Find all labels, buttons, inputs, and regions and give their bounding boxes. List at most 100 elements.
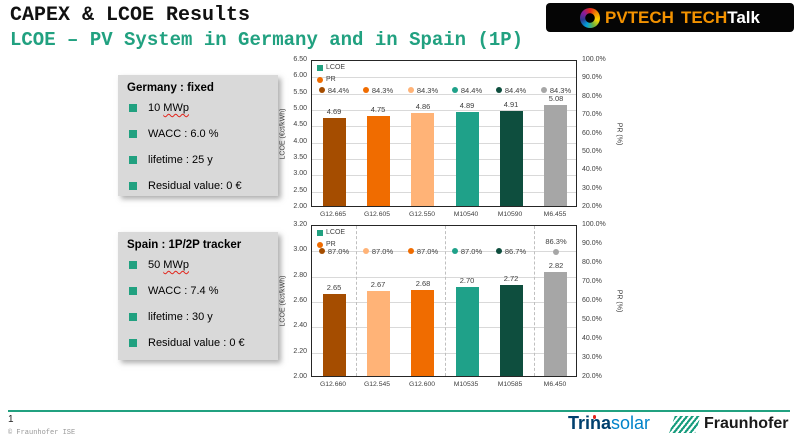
fraunhofer-logo-text: Fraunhofer [704,415,789,432]
chart-2-pr-dot-icon [553,249,559,255]
chart-1-bar-value-label: 4.86 [415,102,431,111]
chart-1-pr-marker: 84.4% [485,85,537,95]
chart-2-y-tick-label: 2.60 [293,297,307,304]
chart-1-pr-marker: 84.4% [308,85,360,95]
germany-bullet-wacc: WACC : 6.0 % [118,121,278,147]
chart-2-bar-G12.545 [367,291,390,376]
chart-2-pr-dot-icon [451,248,458,254]
chart-1-x-label-G12.665: G12.665 [319,211,347,218]
chart-2-y-tick-label: 2.80 [293,272,307,279]
chart-2-pr-dot-icon [407,248,414,254]
chart-1-y-tick-label: 3.00 [293,170,307,177]
chart-1-y-tick-label: 6.50 [293,56,307,63]
chart-2-bar-value-label: 2.68 [415,279,431,288]
lcoe-legend-label: LCOE [326,229,346,236]
chart-2-bar-M6.450 [544,272,567,376]
chart-2-plot-area: 2.65 87.0% 2.67 87.0% 2.68 87.0% 2.70 87.0% 2.72… [311,225,577,377]
chart-2-y2-tick-label: 70.0% [582,278,602,285]
spain-bullet-lifetime: lifetime : 30 y [118,304,278,330]
chart-1-bar-M10540 [456,112,479,206]
bullet-text: Residual value: 0 € [148,180,242,192]
chart-2-bar-value-label: 2.67 [370,280,386,289]
pr-legend-label: PR [326,76,336,83]
chart-2-gridline [312,353,576,354]
chart-1-pr-dot-icon [495,87,502,93]
chart-1-pr-dot-icon [318,87,325,93]
lcoe-legend-square-icon [317,64,323,71]
chart-2-gridline [312,327,576,328]
chart-1-gridline [312,77,576,78]
chart-2-pr-value-label: 86.7% [504,246,527,256]
chart-1-y2-tick-label: 40.0% [582,166,602,173]
chart-1-gridline [312,143,576,144]
chart-1-pr-marker: 84.4% [441,85,493,95]
germany-bullet-residual: Residual value: 0 € [118,173,278,199]
chart-1-x-label-M10590: M10590 [497,211,523,218]
chart-1-y2-axis-title: PR (%) [615,122,623,145]
chart-2-x-label-M10535: M10535 [453,381,479,388]
techtalk-word-tech: TECH [680,7,728,27]
chart-2-bar-value-label: 2.65 [326,283,342,292]
chart-2-pr-value-label: 86.3% [545,237,567,246]
spain-bullet-wacc: WACC : 7.4 % [118,278,278,304]
chart-2-y-tick-label: 2.20 [293,348,307,355]
spain-bullet-residual: Residual value : 0 € [118,330,278,356]
chart-1-y-tick-label: 6.00 [293,72,307,79]
chart-1-bar-G12.605 [367,116,390,206]
chart-1-pr-marker: 84.3% [352,85,404,95]
copyright-text: © Fraunhofer ISE [8,429,76,437]
chart-2-bar-value-label: 2.82 [548,261,564,270]
spain-params-box: Spain : 1P/2P tracker 50 MWp WACC : 7.4 … [118,232,278,360]
chart-1-pr-value-label: 84.4% [327,85,350,95]
chart-2-y2-tick-label: 20.0% [582,373,602,380]
chart-2-y-tick-label: 2.40 [293,322,307,329]
chart-1-y2-tick-label: 50.0% [582,148,602,155]
chart-1-gridline [312,126,576,127]
germany-params-box: Germany : fixed 10 MWp WACC : 6.0 % life… [118,75,278,196]
trinasolar-logo: Trinasolar [568,413,650,434]
chart-2-x-label-M6.450: M6.450 [543,381,567,388]
chart-1-bar-value-label: 4.89 [459,101,475,110]
chart-1-pr-dot-icon [451,87,458,93]
chart-1-y-tick-label: 5.50 [293,89,307,96]
chart-2-x-label-G12.660: G12.660 [319,381,347,388]
pr-legend-label: PR [326,241,336,248]
chart-2-y2-axis-title: PR (%) [615,289,623,313]
chart-2-y2-tick-label: 60.0% [582,297,602,304]
chart-1-y2-tick-label: 70.0% [582,111,602,118]
bullet-square-icon [129,104,137,112]
fraunhofer-logo: Fraunhofer [669,415,789,433]
chart-2-y2-tick-label: 80.0% [582,259,602,266]
chart-2-bar-M10535 [456,287,479,376]
chart-2-y2-tick-label: 90.0% [582,240,602,247]
chart-2-gridline [312,251,576,252]
chart-1-pr-value-label: 84.3% [549,85,572,95]
spain-bullet-capacity: 50 MWp [118,252,278,278]
chart-1-bar-value-label: 5.08 [548,94,564,103]
chart-1-bar-value-label: 4.91 [503,100,519,109]
footer-accent-line [8,410,790,412]
chart-2-pr-marker: 86.7% [485,246,537,256]
chart-1-pr-dot-icon [362,87,369,93]
pvtech-techtalk-logo: PVTECH TECHTalk [546,3,794,32]
chart-1-gridline [312,110,576,111]
chart-2-pr-marker: 87.0% [397,246,449,256]
chart-2-pr-value-label: 87.0% [371,246,394,256]
chart-1-y2-tick-label: 80.0% [582,93,602,100]
bullet-square-icon [129,182,137,190]
chart-1-gridline [312,159,576,160]
germany-bullet-capacity: 10 MWp [118,95,278,121]
chart-2-pr-dot-icon [318,248,325,254]
chart-1-legend-lcoe: LCOE [317,64,345,71]
chart-1-bar-G12.665 [323,118,346,206]
chart-2-legend-lcoe: LCOE [317,229,345,236]
chart-1-x-label-G12.605: G12.605 [363,211,391,218]
bullet-square-icon [129,287,137,295]
pvtech-ring-icon [579,7,600,28]
chart-2-x-label-G12.545: G12.545 [363,381,391,388]
chart-2-pr-marker: 87.0% [441,246,493,256]
chart-1-y-tick-label: 2.00 [293,203,307,210]
trina-logo-bold-text: Trina [568,413,612,433]
chart-2-pr-marker: 87.0% [308,246,360,256]
